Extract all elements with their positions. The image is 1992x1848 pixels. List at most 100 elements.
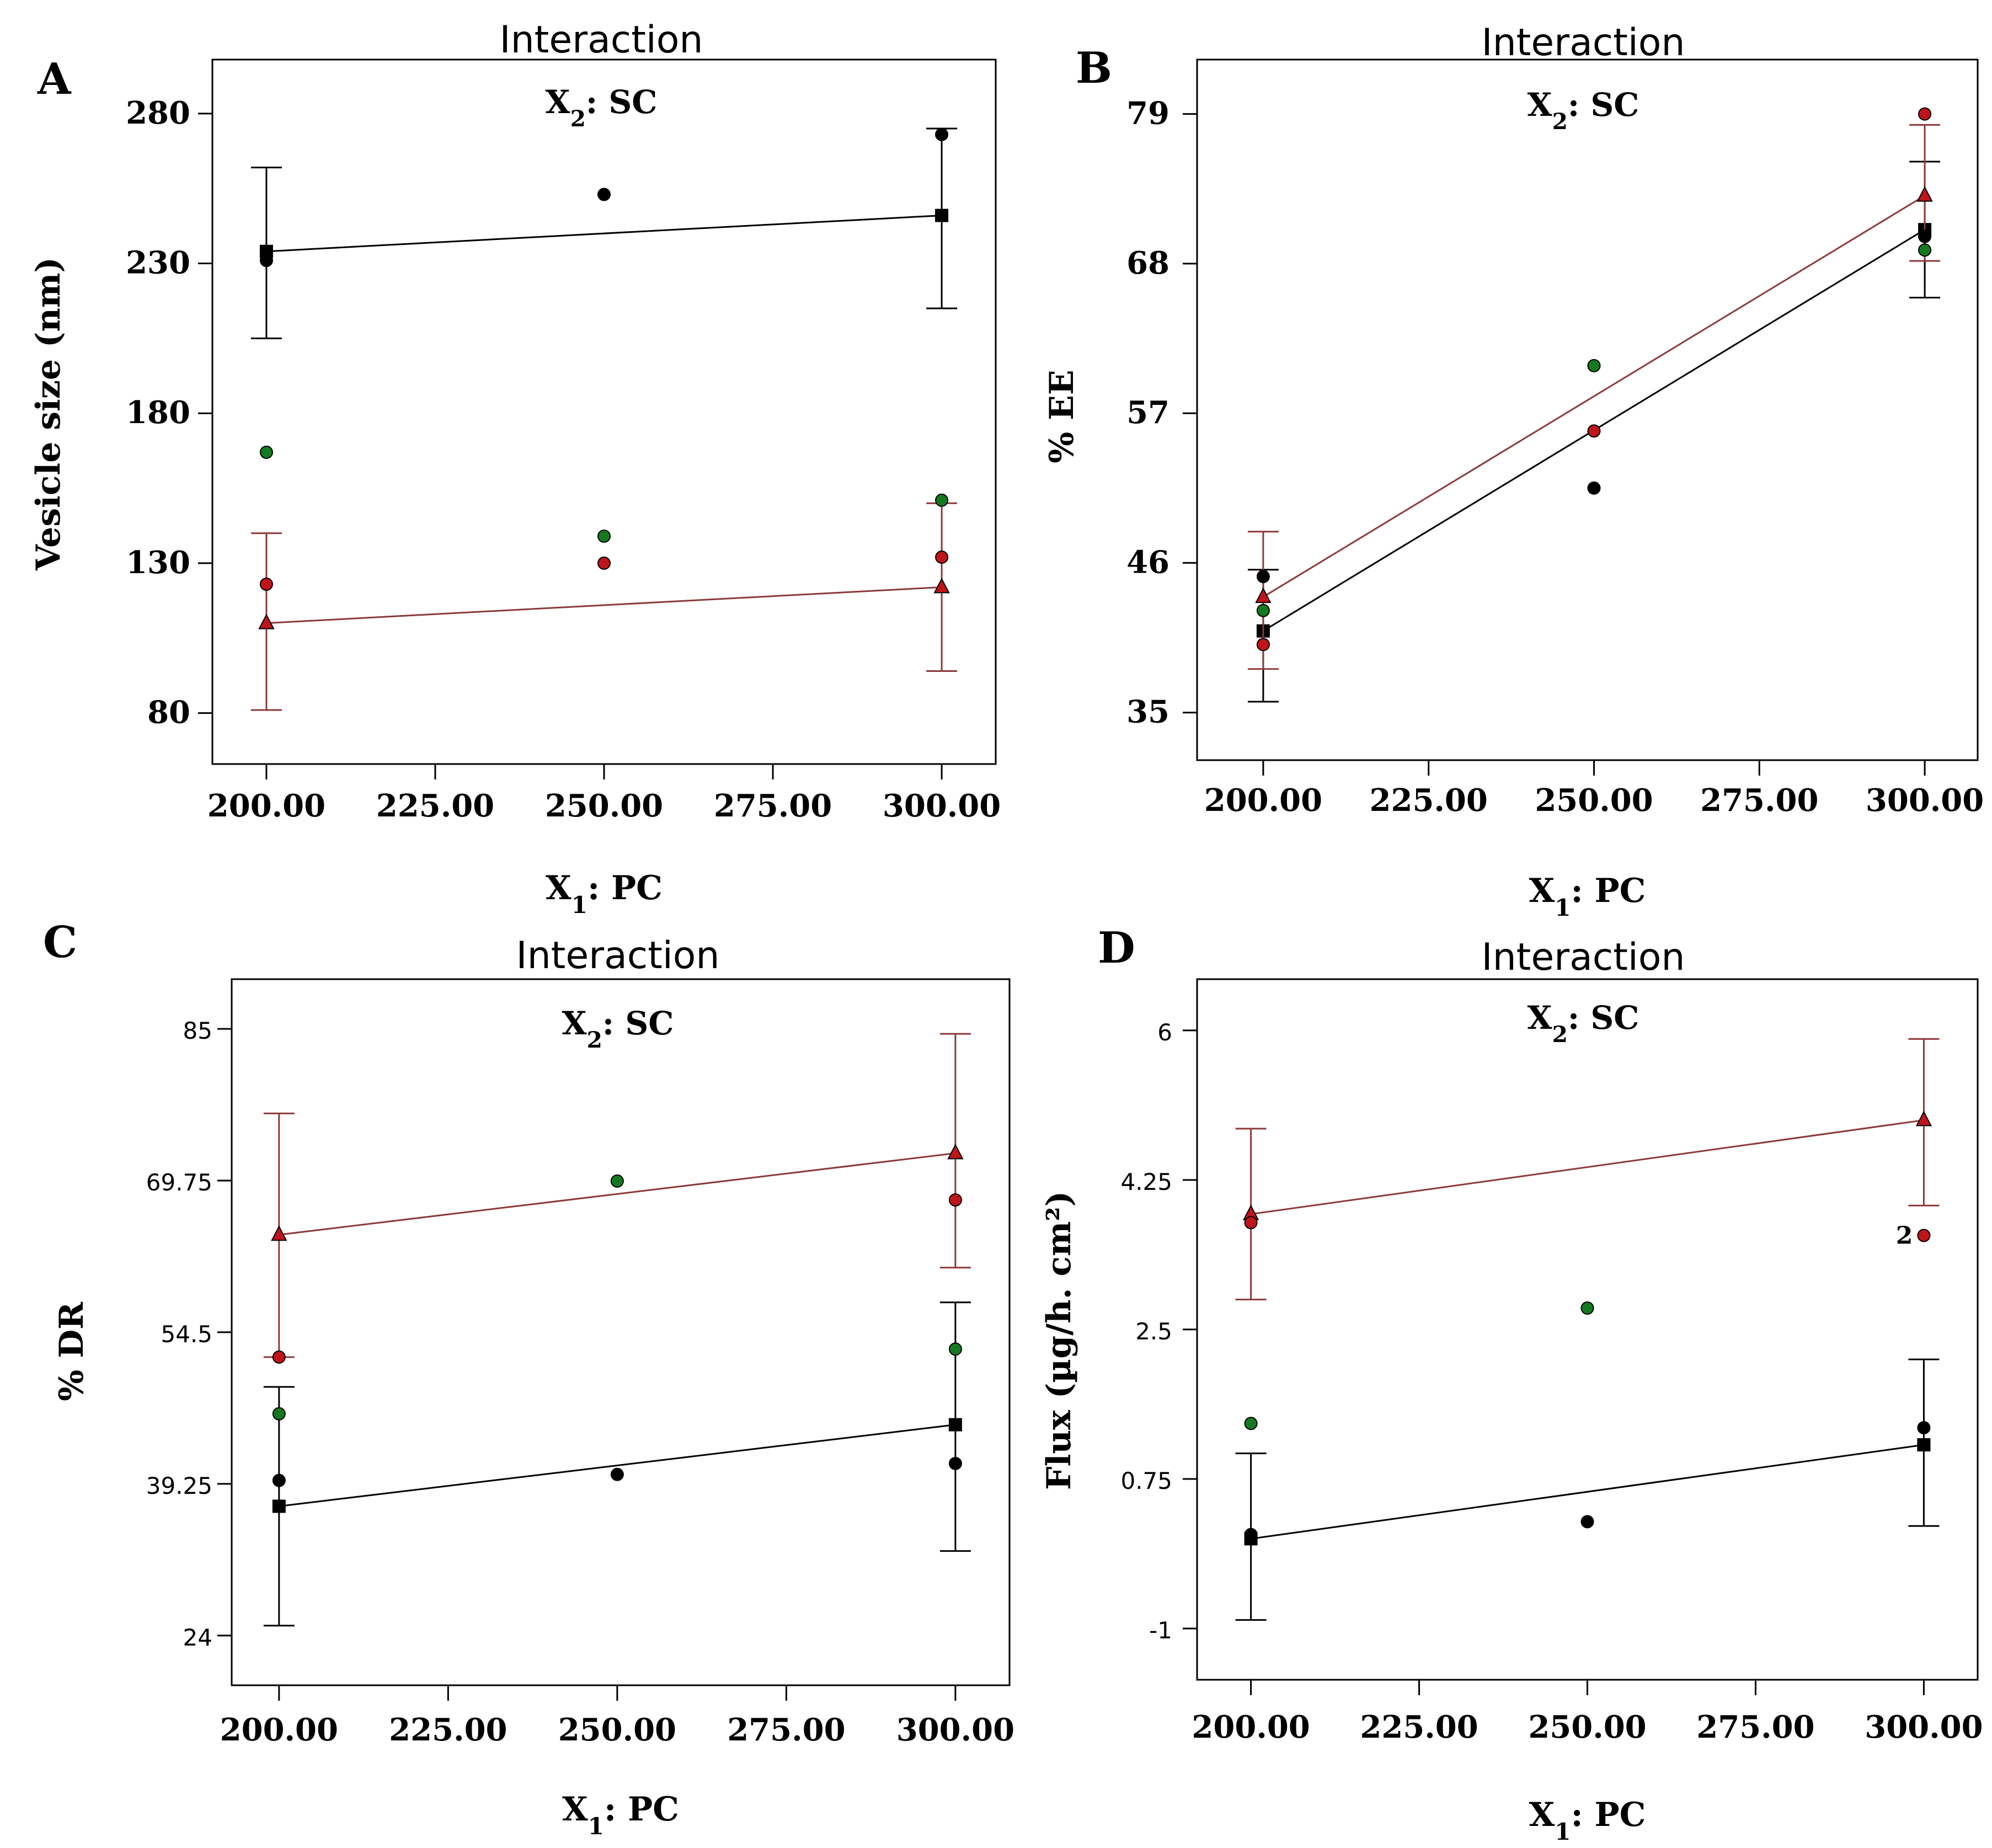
data-point-black xyxy=(1244,1527,1258,1541)
data-point-black xyxy=(948,1456,962,1470)
triangle-marker xyxy=(933,578,950,594)
data-point-green xyxy=(1587,359,1601,372)
data-point-red xyxy=(597,556,611,570)
y-tick-label: 54.5 xyxy=(161,1321,212,1348)
data-point-red xyxy=(1587,424,1601,438)
y-tick-label: 0.75 xyxy=(1120,1467,1172,1494)
chart-title: Interaction xyxy=(1482,21,1685,65)
x-axis-label: X1: PC xyxy=(562,1790,679,1840)
data-point-red xyxy=(1256,638,1270,651)
x-tick-label: 200.00 xyxy=(207,788,325,824)
data-point-green xyxy=(1918,243,1932,257)
plot-frame xyxy=(1196,58,1979,761)
x-axis-label: X1: PC xyxy=(1529,872,1646,921)
square-marker xyxy=(935,209,949,222)
x-tick-label: 275.00 xyxy=(714,788,832,824)
data-point-black xyxy=(1918,229,1932,243)
chart-title: Interaction xyxy=(516,934,720,978)
panel-label: A xyxy=(37,54,72,104)
fit-line-red xyxy=(279,1152,956,1236)
x-axis-label: X1: PC xyxy=(1529,1796,1646,1845)
y-tick-label: 4.25 xyxy=(1120,1168,1172,1195)
y-axis-label: Flux (µg/h. cm²) xyxy=(1040,1191,1078,1490)
y-axis-label: % EE xyxy=(1043,370,1081,463)
data-point-green xyxy=(948,1342,962,1356)
y-tick-label: 35 xyxy=(1126,694,1169,730)
y-tick-label: 57 xyxy=(1126,394,1169,431)
y-tick-label: 80 xyxy=(147,695,190,731)
y-tick-label: 68 xyxy=(1126,245,1169,281)
x-tick-label: 275.00 xyxy=(727,1712,845,1748)
x-tick-label: 275.00 xyxy=(1700,782,1818,819)
replicate-annotation: 2 xyxy=(1896,1222,1913,1250)
y-tick-label: 85 xyxy=(183,1017,212,1044)
triangle-marker xyxy=(947,1144,964,1160)
fit-line-black xyxy=(279,1424,956,1507)
y-tick-label: 79 xyxy=(1126,95,1169,132)
x-tick-label: 200.00 xyxy=(1204,782,1322,819)
data-point-red xyxy=(1918,107,1932,121)
triangle-marker xyxy=(1915,1110,1932,1126)
y-axis-label: % DR xyxy=(52,1301,91,1401)
x-tick-label: 300.00 xyxy=(896,1712,1014,1748)
chart-panel-b: B Interaction X2: SC 200.00 225.00 250.00 275.… xyxy=(1043,21,1984,921)
panel-label: C xyxy=(43,917,77,968)
triangle-marker xyxy=(1255,587,1272,603)
x-tick-label: 275.00 xyxy=(1696,1709,1814,1745)
y-tick-label: 24 xyxy=(183,1624,212,1651)
data-point-black xyxy=(597,188,611,201)
x-tick-label: 300.00 xyxy=(1866,782,1984,819)
legend-title: X2: SC xyxy=(1528,999,1639,1048)
data-point-green xyxy=(1256,603,1270,617)
x-axis-label: X1: PC xyxy=(546,869,663,918)
data-point-green xyxy=(259,445,273,459)
chart-panel-a: A Interaction X2: SC 200.00 225.00 250.00 275.… xyxy=(29,18,1001,918)
y-tick-label: 230 xyxy=(126,245,190,281)
chart-panel-c: C Interaction X2: SC 200.00 225.00 250.00 275.… xyxy=(43,917,1014,1840)
data-point-black xyxy=(610,1467,624,1481)
x-tick-label: 250.00 xyxy=(1535,782,1653,819)
data-point-red xyxy=(272,1350,286,1364)
data-point-black xyxy=(272,1473,286,1487)
legend-title: X2: SC xyxy=(562,1005,674,1053)
data-point-green xyxy=(935,493,949,507)
square-marker xyxy=(948,1418,962,1432)
data-point-red xyxy=(1917,1229,1931,1242)
data-point-black xyxy=(1917,1421,1931,1435)
chart-title: Interaction xyxy=(500,18,703,62)
x-tick-label: 225.00 xyxy=(389,1712,507,1748)
y-tick-label: -1 xyxy=(1149,1617,1172,1644)
x-tick-label: 300.00 xyxy=(883,788,1001,824)
y-axis-label: Vesicle size (nm) xyxy=(29,257,68,571)
square-marker xyxy=(1917,1438,1931,1452)
legend-title: X2: SC xyxy=(546,83,658,132)
fit-line-black xyxy=(1251,1444,1924,1540)
y-tick-label: 39.25 xyxy=(146,1472,212,1499)
data-point-black xyxy=(1580,1515,1594,1529)
y-tick-label: 280 xyxy=(126,95,190,131)
fit-line-black xyxy=(266,215,942,253)
y-tick-label: 6 xyxy=(1157,1019,1172,1046)
x-tick-label: 250.00 xyxy=(558,1712,676,1748)
fit-line-red xyxy=(266,586,942,624)
chart-title: Interaction xyxy=(1482,936,1685,979)
data-point-green xyxy=(610,1174,624,1188)
data-point-green xyxy=(1580,1301,1594,1315)
panel-label: B xyxy=(1076,43,1112,93)
x-tick-label: 225.00 xyxy=(1370,782,1488,819)
data-point-red xyxy=(935,551,949,564)
data-point-red xyxy=(259,577,273,591)
data-point-red xyxy=(1244,1216,1258,1230)
data-point-green xyxy=(597,530,611,543)
data-point-black xyxy=(1587,481,1601,495)
data-point-black xyxy=(259,254,273,268)
data-point-green xyxy=(1244,1417,1258,1430)
legend-title: X2: SC xyxy=(1528,86,1639,135)
fit-line-red xyxy=(1251,1119,1924,1215)
square-marker xyxy=(272,1499,286,1513)
panel-label: D xyxy=(1098,923,1135,973)
chart-panel-d: D Interaction X2: SC 200.00 225.00 250.00 275.… xyxy=(1040,923,1983,1845)
data-point-black xyxy=(1256,570,1270,584)
y-tick-label: 46 xyxy=(1126,544,1169,580)
